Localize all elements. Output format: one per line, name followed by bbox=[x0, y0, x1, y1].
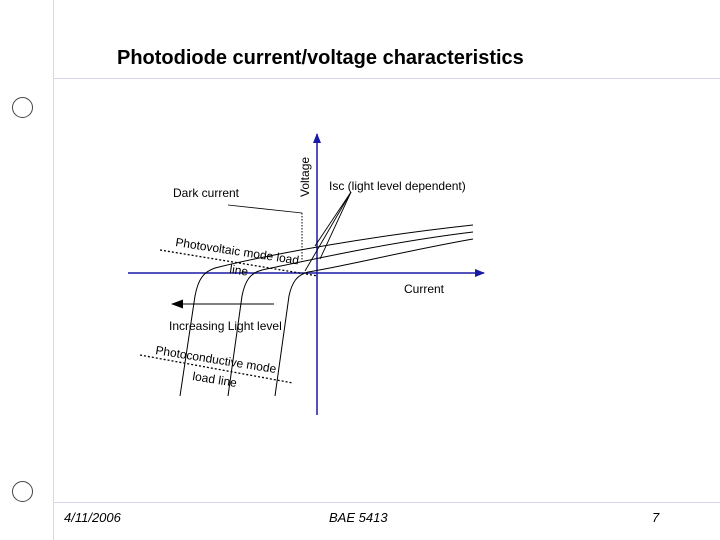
iv-curve-1 bbox=[179, 224, 474, 397]
slide-title: Photodiode current/voltage characteristi… bbox=[117, 47, 524, 69]
isc-leader-3 bbox=[304, 191, 352, 272]
footer-page-number: 7 bbox=[652, 510, 660, 525]
bottom-circle-icon bbox=[12, 481, 33, 502]
photoconductive-load-line bbox=[139, 354, 294, 384]
footer-date: 4/11/2006 bbox=[64, 510, 121, 525]
voltage-axis-label: Voltage bbox=[298, 157, 312, 197]
photovoltaic-label-line2: line bbox=[229, 262, 250, 279]
current-axis-label: Current bbox=[404, 282, 445, 296]
increasing-light-label: Increasing Light level bbox=[169, 319, 282, 333]
title-underline-rule bbox=[53, 78, 720, 79]
isc-label: Isc (light level dependent) bbox=[329, 179, 466, 193]
photoconductive-label-line2: load line bbox=[192, 369, 239, 390]
dark-current-label: Dark current bbox=[173, 186, 240, 200]
left-margin-rule bbox=[53, 0, 54, 540]
isc-leader-1 bbox=[314, 191, 352, 247]
footer-course: BAE 5413 bbox=[329, 510, 388, 525]
iv-curve-2 bbox=[227, 231, 474, 397]
iv-curve-3 bbox=[274, 238, 474, 397]
footer-rule bbox=[53, 502, 720, 503]
dark-current-leader bbox=[227, 204, 303, 214]
photovoltaic-load-line bbox=[159, 249, 319, 277]
top-circle-icon bbox=[12, 97, 33, 118]
photoconductive-label-line1: Photoconductive mode bbox=[155, 343, 278, 376]
isc-leader-2 bbox=[319, 191, 352, 260]
